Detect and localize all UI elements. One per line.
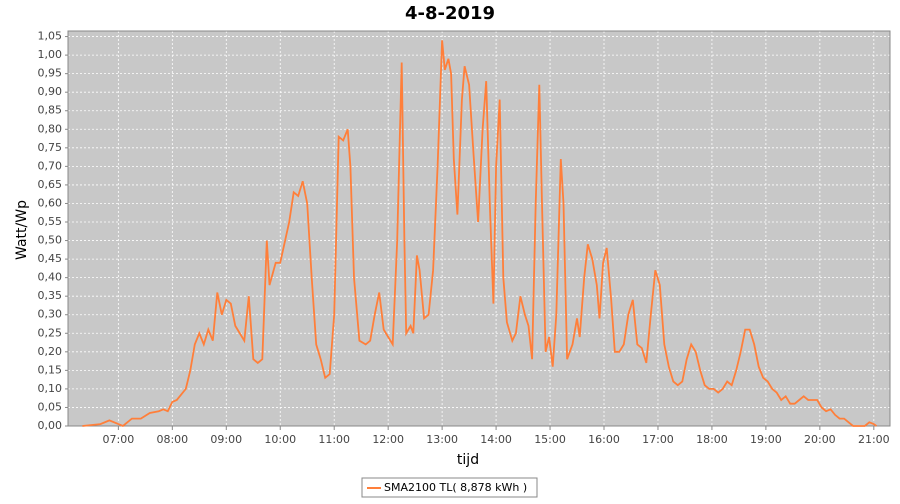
legend-label: SMA2100 TL( 8,878 kWh ): [384, 481, 527, 494]
y-tick-label: 0,95: [38, 67, 63, 80]
x-tick-label: 12:00: [372, 433, 404, 446]
y-tick-label: 0,00: [38, 419, 63, 432]
y-tick-label: 0,30: [38, 308, 63, 321]
y-tick-label: 0,80: [38, 122, 63, 135]
y-axis-label: Watt/Wp: [14, 200, 30, 260]
x-tick-label: 19:00: [750, 433, 782, 446]
x-tick-label: 17:00: [642, 433, 674, 446]
x-tick-label: 09:00: [210, 433, 242, 446]
y-tick-label: 0,25: [38, 326, 63, 339]
y-tick-label: 0,05: [38, 400, 63, 413]
y-tick-label: 0,55: [38, 215, 63, 228]
y-tick-label: 0,10: [38, 382, 63, 395]
x-tick-label: 15:00: [534, 433, 566, 446]
y-tick-label: 0,60: [38, 196, 63, 209]
y-tick-label: 0,85: [38, 104, 63, 117]
y-tick-label: 0,70: [38, 159, 63, 172]
x-tick-label: 13:00: [426, 433, 458, 446]
x-axis-label: tijd: [457, 452, 479, 468]
x-tick-label: 20:00: [804, 433, 836, 446]
x-tick-label: 07:00: [103, 433, 135, 446]
y-tick-label: 1,05: [38, 30, 63, 43]
data-line: [82, 40, 878, 428]
x-tick-label: 10:00: [264, 433, 296, 446]
x-tick-label: 21:00: [858, 433, 890, 446]
y-tick-label: 1,00: [38, 48, 63, 61]
chart-title: 4-8-2019: [405, 3, 495, 24]
y-tick-label: 0,50: [38, 234, 63, 247]
y-tick-label: 0,45: [38, 252, 63, 265]
y-tick-label: 0,20: [38, 345, 63, 358]
x-tick-label: 14:00: [480, 433, 512, 446]
plot-area: [68, 31, 890, 426]
x-tick-label: 08:00: [156, 433, 188, 446]
y-tick-label: 0,75: [38, 141, 63, 154]
plot-border: [67, 30, 891, 427]
y-tick-label: 0,35: [38, 289, 63, 302]
x-tick-label: 18:00: [696, 433, 728, 446]
x-tick-label: 16:00: [588, 433, 620, 446]
y-tick-label: 0,90: [38, 85, 63, 98]
y-tick-label: 0,15: [38, 363, 63, 376]
legend: [361, 477, 538, 498]
y-tick-label: 0,65: [38, 178, 63, 191]
x-tick-label: 11:00: [318, 433, 350, 446]
y-tick-label: 0,40: [38, 271, 63, 284]
